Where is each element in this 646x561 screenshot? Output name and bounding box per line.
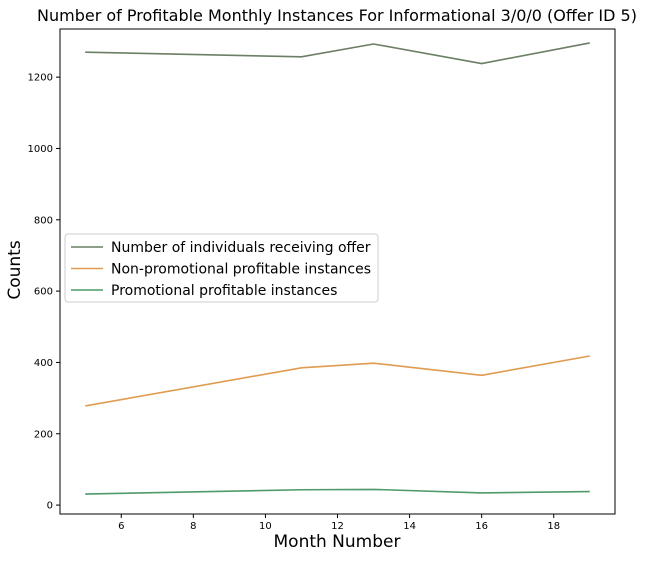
series-line-2 xyxy=(85,355,590,407)
x-tick-label: 14 xyxy=(403,521,416,532)
y-tick-label: 1000 xyxy=(28,144,53,155)
y-tick-label: 400 xyxy=(34,358,53,369)
y-tick-label: 800 xyxy=(34,215,53,226)
y-tick-label: 0 xyxy=(47,501,53,512)
x-tick-label: 18 xyxy=(547,521,560,532)
plot-area: 6 8 10 12 14 16 18 0 200 400 600 800 1000 1200 Number … xyxy=(28,28,616,532)
legend: Number of individuals receiving offer Non… xyxy=(64,233,379,303)
x-tick-label: 8 xyxy=(190,521,196,532)
legend-label-1: Number of individuals receiving offer xyxy=(111,240,371,256)
series-line-1 xyxy=(85,42,590,65)
x-axis-title: Month Number xyxy=(274,532,401,552)
chart-title: Number of Profitable Monthly Instances F… xyxy=(37,6,637,25)
y-tick-label: 1200 xyxy=(28,73,53,84)
legend-label-2: Non-promotional profitable instances xyxy=(111,262,371,278)
x-tick-label: 12 xyxy=(331,521,344,532)
y-tick-label: 200 xyxy=(34,429,53,440)
y-axis-title: Counts xyxy=(5,240,25,299)
x-tick-label: 6 xyxy=(118,521,124,532)
legend-box xyxy=(64,233,379,303)
x-tick-label: 10 xyxy=(259,521,272,532)
y-tick-label: 600 xyxy=(34,287,53,298)
legend-label-3: Promotional profitable instances xyxy=(111,283,337,299)
x-tick-label: 16 xyxy=(475,521,488,532)
series-line-3 xyxy=(85,488,590,495)
